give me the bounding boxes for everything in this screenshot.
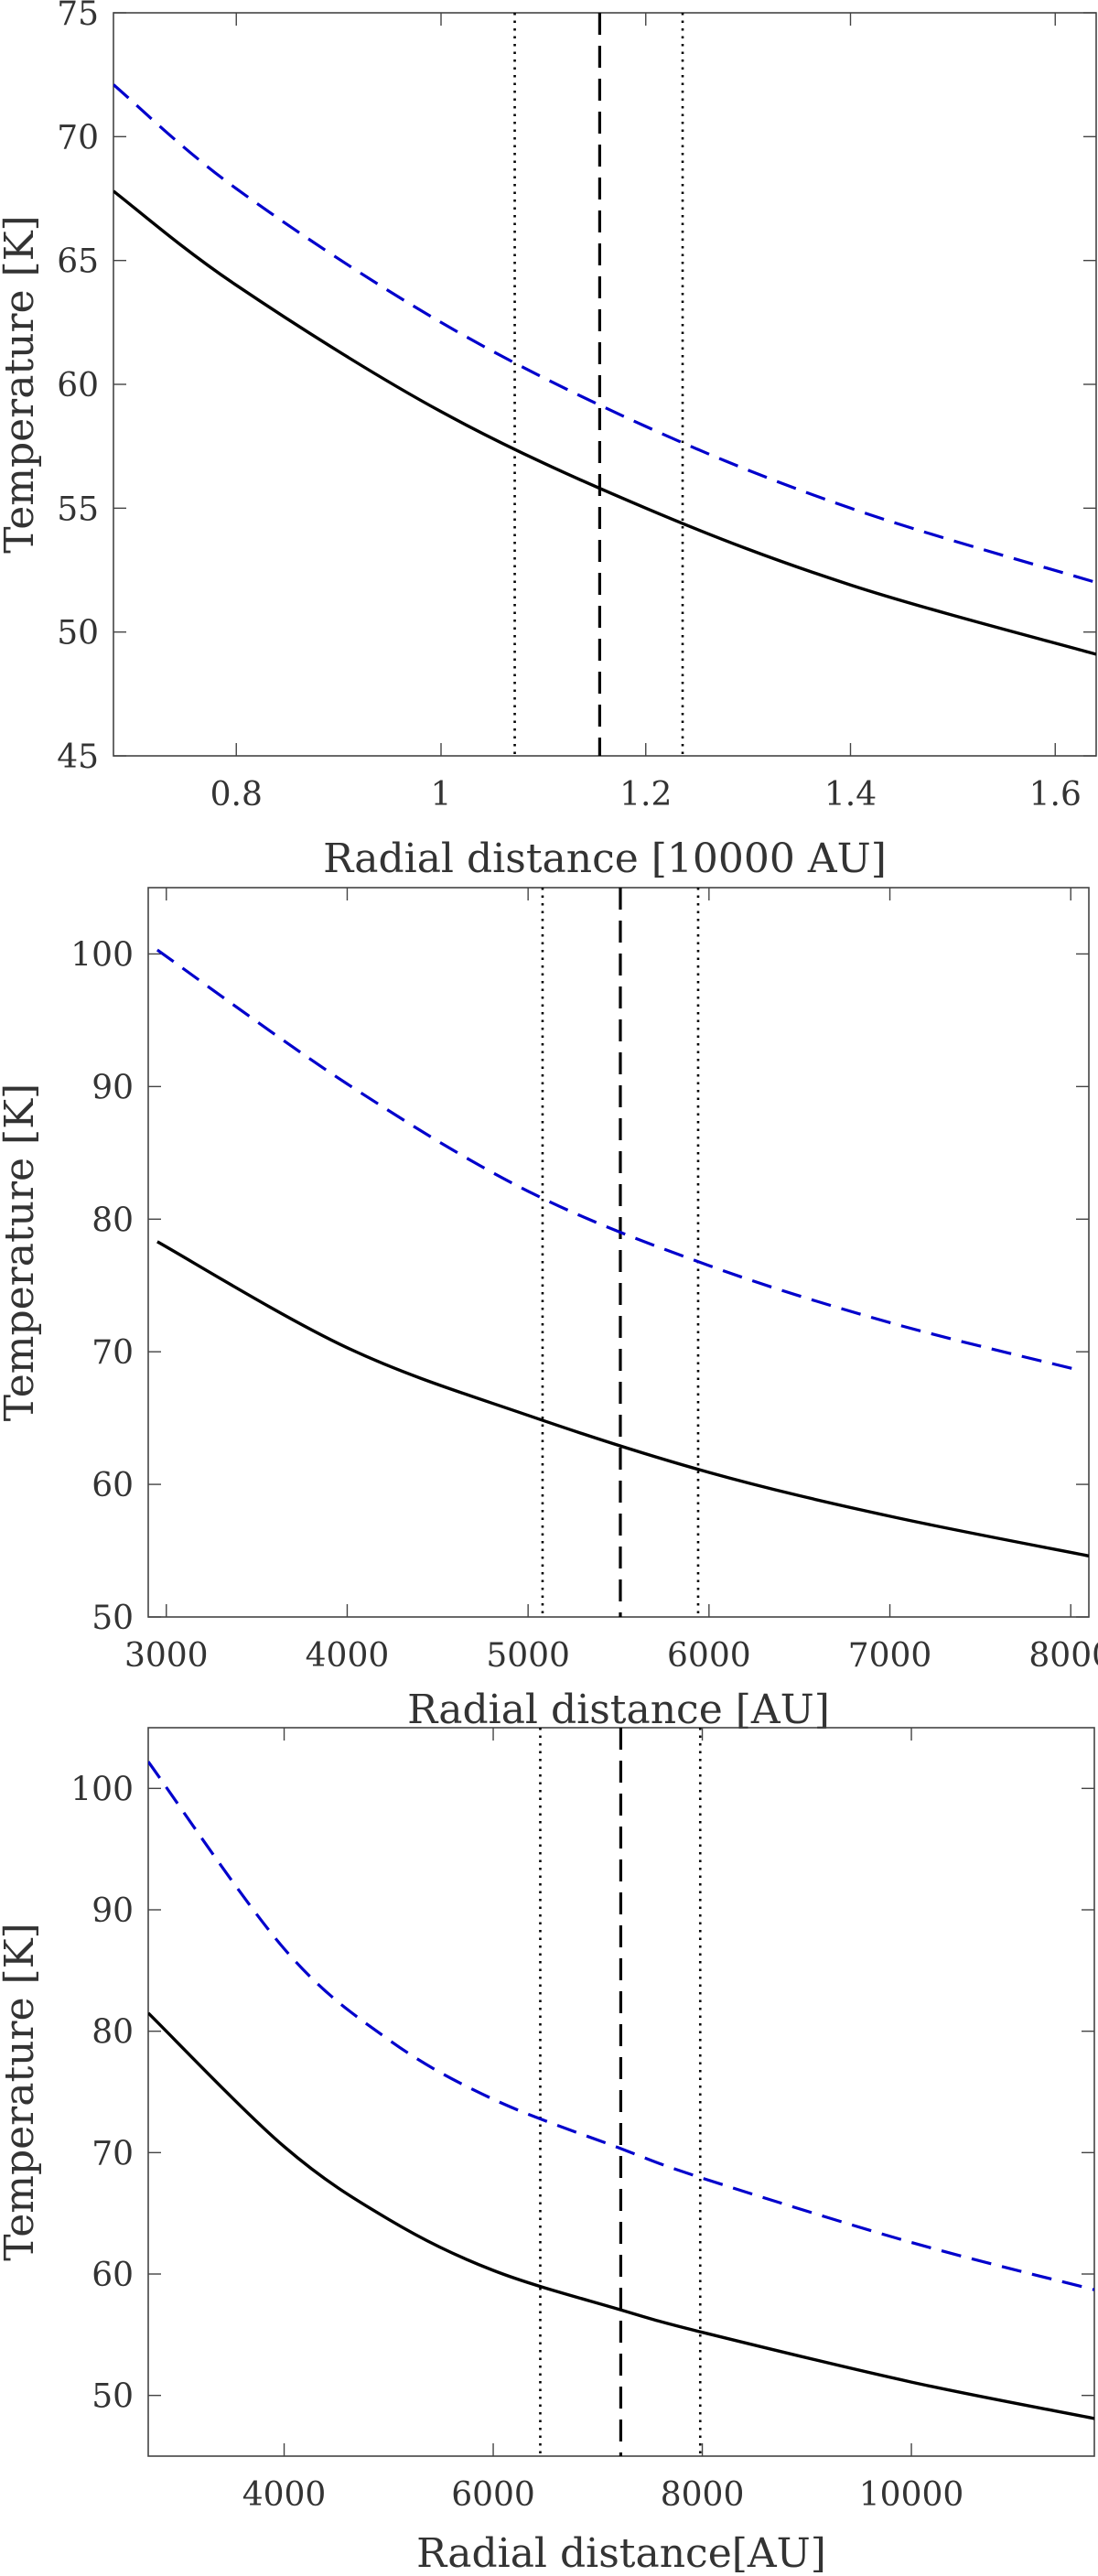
x-axis-label: Radial distance [AU] xyxy=(407,1687,830,1733)
x-tick-label: 1.6 xyxy=(1029,776,1082,814)
y-axis-label: Temperature [K] xyxy=(0,1923,43,2260)
y-tick-label: 80 xyxy=(92,2014,134,2052)
series-line-solid xyxy=(148,2011,1094,2420)
x-tick-label: 7000 xyxy=(848,1637,932,1675)
series-line-dashed xyxy=(113,83,1096,585)
x-tick-label: 4000 xyxy=(306,1637,390,1675)
x-tick-label: 6000 xyxy=(667,1637,751,1675)
y-tick-label: 70 xyxy=(57,119,99,156)
y-tick-label: 45 xyxy=(57,738,99,776)
y-tick-label: 60 xyxy=(92,2257,134,2294)
x-tick-label: 8000 xyxy=(1028,1637,1098,1675)
y-tick-label: 60 xyxy=(92,1467,134,1504)
panel-top: 0.8 1 1.2 1.4 1.6 45 50 55 60 65 70 75 Radial distan… xyxy=(0,0,1097,882)
y-axis-label: Temperature [K] xyxy=(0,215,43,553)
y-tick-label: 100 xyxy=(70,936,134,974)
x-tick-label: 4000 xyxy=(242,2476,327,2514)
y-tick-label: 60 xyxy=(57,367,99,404)
series-line-solid xyxy=(113,189,1096,656)
x-tick-label: 6000 xyxy=(451,2476,535,2514)
x-tick-label: 1.2 xyxy=(619,776,672,814)
axes-frame-top xyxy=(113,12,1097,757)
y-tick-label: 90 xyxy=(92,1892,134,1930)
y-tick-label: 70 xyxy=(92,1334,134,1372)
y-tick-label: 55 xyxy=(57,490,99,528)
x-tick-label: 1 xyxy=(431,776,452,814)
series-line-dashed xyxy=(156,948,1081,1373)
y-tick-label: 80 xyxy=(92,1202,134,1239)
y-tick-label: 50 xyxy=(92,2378,134,2416)
x-tick-label: 10000 xyxy=(859,2476,964,2514)
y-tick-label: 65 xyxy=(57,243,99,281)
axes-frame-middle xyxy=(147,887,1090,1618)
panel-bottom: 4000 6000 8000 10000 50 60 70 80 90 100 Radial dis… xyxy=(0,1727,1095,2576)
y-tick-label: 70 xyxy=(92,2135,134,2172)
x-axis-label: Radial distance [10000 AU] xyxy=(323,835,887,882)
y-axis-label: Temperature [K] xyxy=(0,1083,43,1421)
x-tick-label: 8000 xyxy=(661,2476,745,2514)
x-tick-label: 1.4 xyxy=(824,776,877,814)
x-tick-label: 3000 xyxy=(124,1637,209,1675)
x-tick-label: 5000 xyxy=(486,1637,570,1675)
series-line-solid xyxy=(156,1240,1089,1557)
x-tick-label: 0.8 xyxy=(210,776,263,814)
y-tick-label: 100 xyxy=(70,1771,134,1808)
y-tick-label: 75 xyxy=(57,0,99,33)
series-line-dashed xyxy=(148,1761,1094,2291)
y-tick-label: 50 xyxy=(92,1600,134,1637)
x-axis-label: Radial distance[AU] xyxy=(416,2530,826,2576)
panel-middle: 3000 4000 5000 6000 7000 8000 50 60 70 80 90 100 Rad… xyxy=(0,887,1098,1733)
y-tick-label: 50 xyxy=(57,615,99,652)
y-tick-label: 90 xyxy=(92,1069,134,1106)
